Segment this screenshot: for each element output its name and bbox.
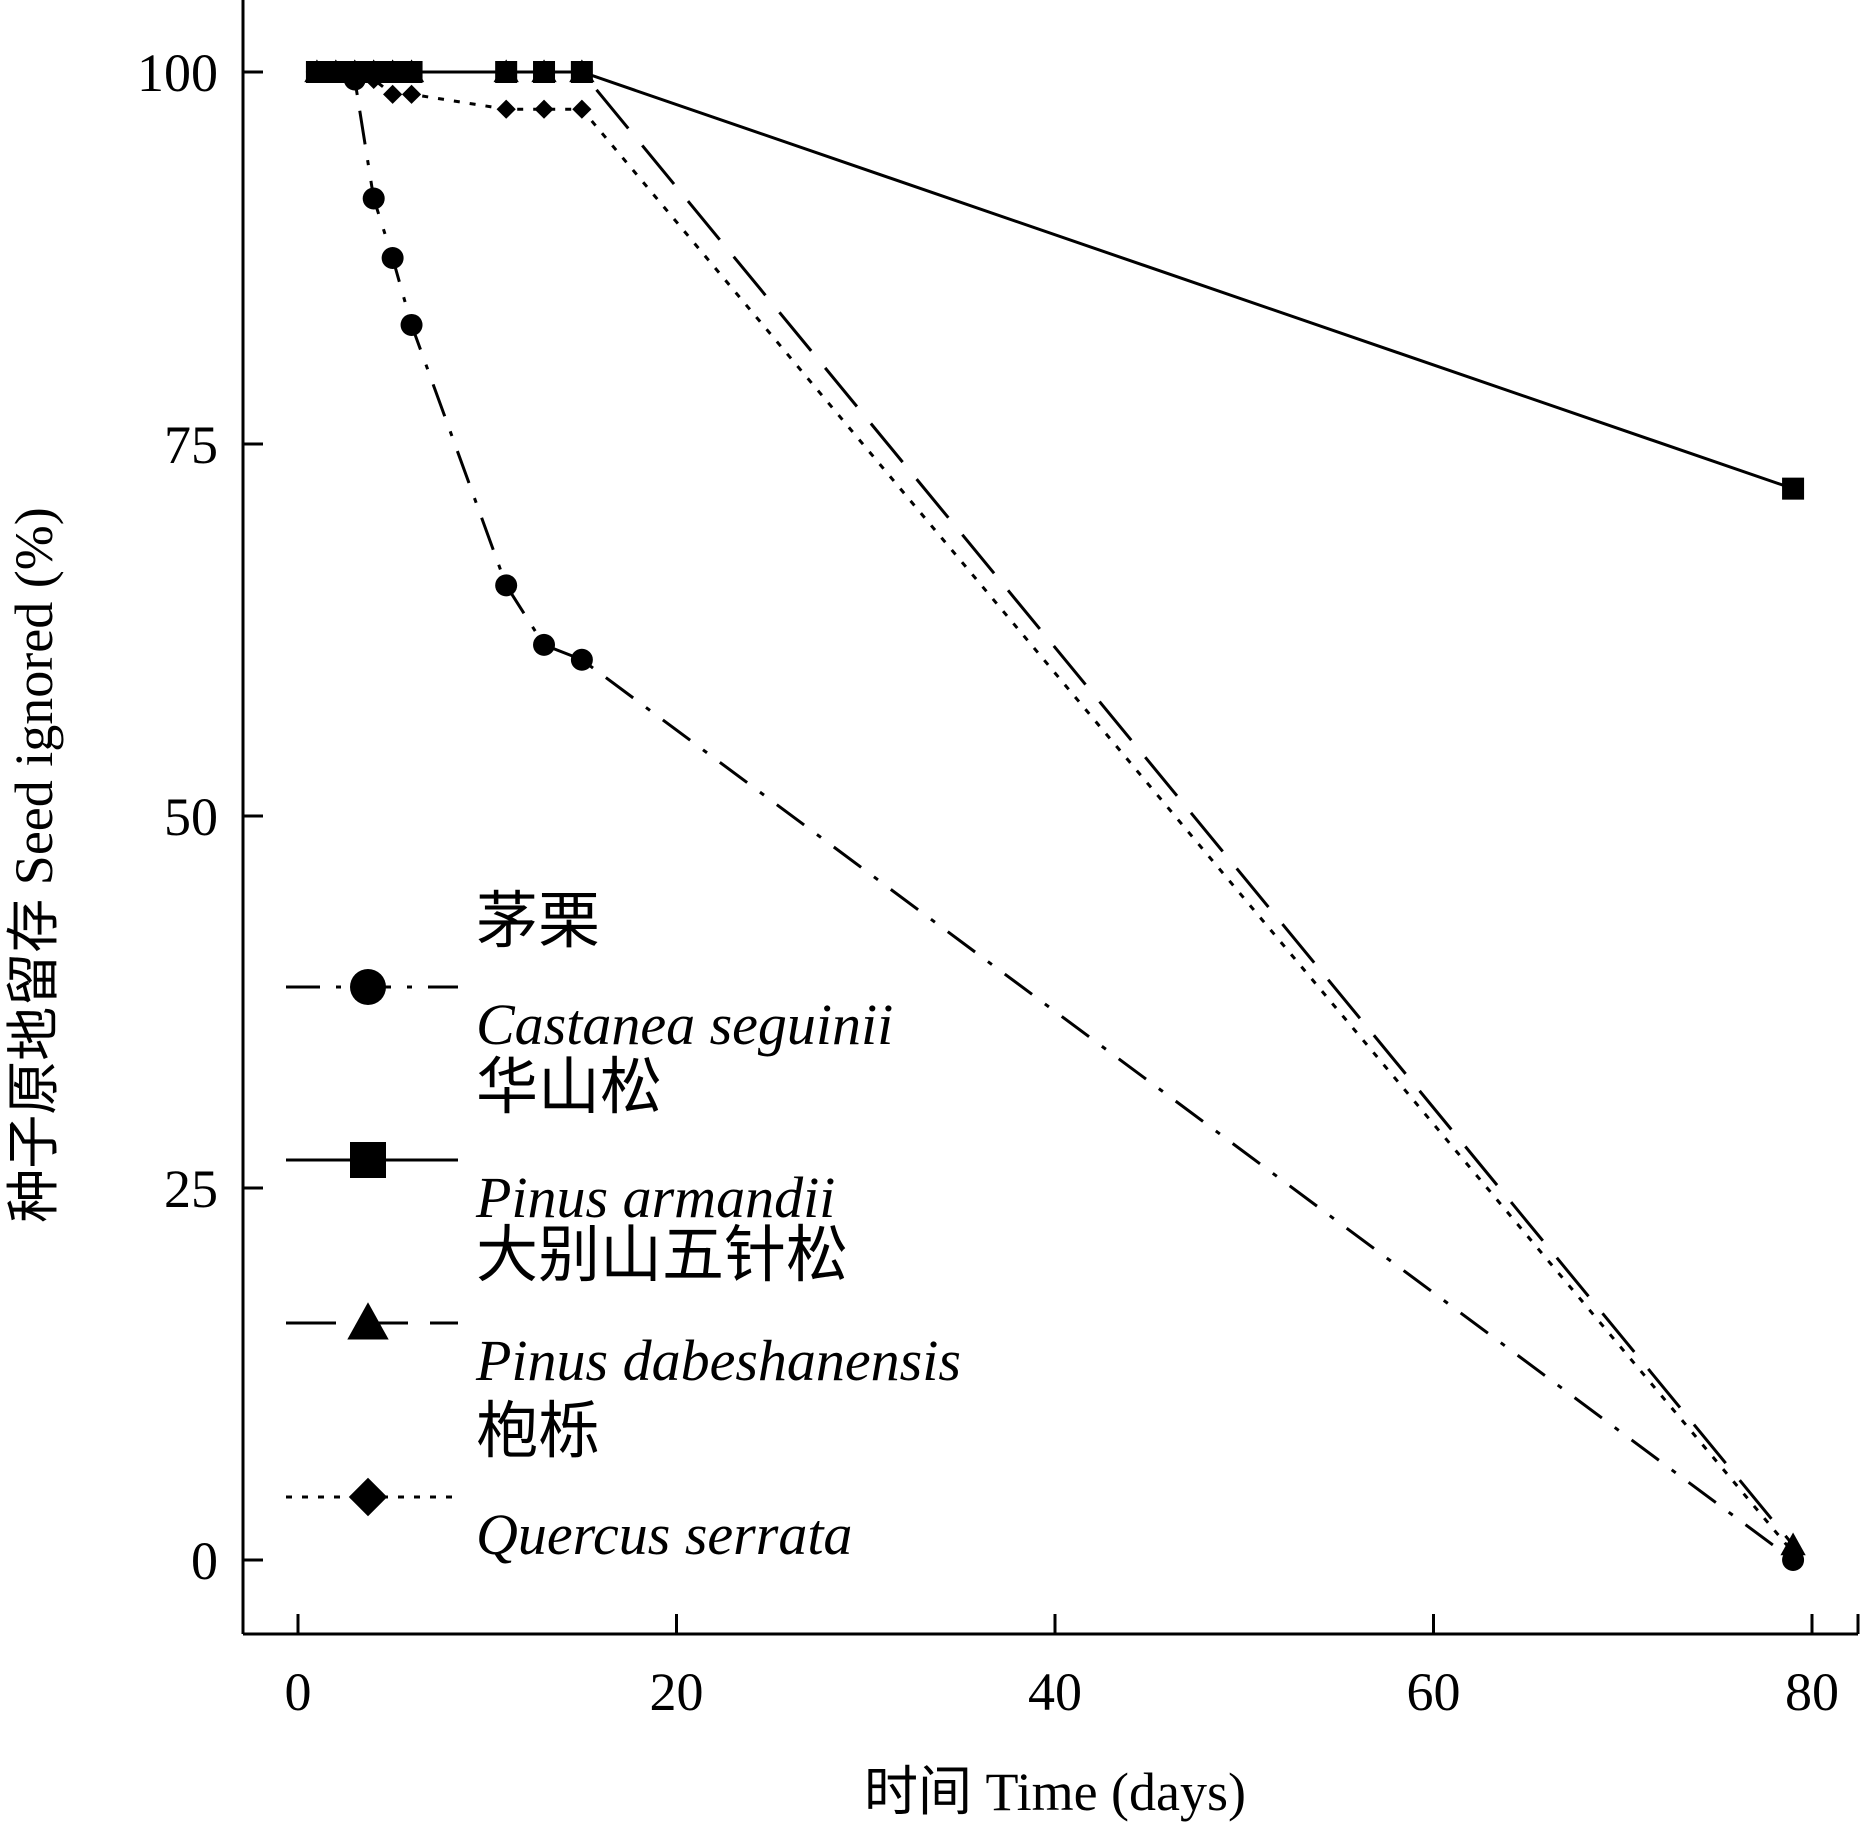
series-line-pinus_dabeshanensis: [316, 70, 1795, 1547]
x-tick-label: 40: [1028, 1662, 1082, 1722]
data-point-pinus_armandii: [381, 61, 404, 83]
legend-marker-castanea: [350, 969, 386, 1005]
data-point-castanea: [495, 574, 518, 597]
legend-marker-quercus: [348, 1477, 388, 1517]
legend-label-cn: 枹栎: [476, 1398, 600, 1466]
legend-label-cn: 华山松: [476, 1054, 662, 1122]
legend-label-cn: 大别山五针松: [476, 1222, 848, 1290]
legend-label-en: Quercus serrata: [476, 1502, 852, 1567]
y-tick-label: 50: [164, 787, 218, 847]
legend-label-cn: 茅栗: [476, 888, 600, 956]
series-layer: [304, 59, 1806, 1571]
y-tick-label: 25: [164, 1159, 218, 1219]
legend-marker-pinus_armandii: [350, 1142, 386, 1178]
legend-item-castanea: 茅栗 Castanea seguinii: [286, 888, 893, 1057]
x-tick-label: 20: [650, 1662, 704, 1722]
data-point-castanea: [381, 247, 404, 269]
data-point-castanea: [533, 633, 556, 656]
data-point-quercus: [534, 99, 554, 119]
data-point-castanea: [570, 648, 593, 671]
x-tick-label: 0: [285, 1662, 312, 1722]
y-axis-title: 种子原地留存 Seed ignored (%): [4, 507, 64, 1222]
data-point-pinus_dabeshanensis: [1780, 1532, 1806, 1556]
data-point-quercus: [401, 84, 422, 104]
axes: 0 20 40 60 80 0 25 50 75 100: [137, 0, 1860, 1722]
y-tick-label: 100: [137, 43, 218, 103]
x-tick-label: 80: [1785, 1662, 1839, 1722]
data-point-castanea: [1782, 1549, 1805, 1571]
data-point-castanea: [362, 187, 385, 210]
series-line-pinus_armandii: [316, 70, 1794, 491]
data-point-quercus: [572, 99, 592, 119]
x-tick-label: 60: [1407, 1662, 1461, 1722]
legend-item-pinus_dabeshanensis: 大别山五针松 Pinus dabeshanensis: [286, 1222, 961, 1393]
legend-item-pinus_armandii: 华山松 Pinus armandii: [286, 1054, 835, 1230]
data-point-pinus_armandii: [400, 61, 423, 83]
y-tick-label: 75: [164, 415, 218, 475]
data-point-pinus_armandii: [1782, 477, 1805, 500]
data-point-castanea: [305, 61, 328, 83]
data-point-castanea: [343, 68, 366, 91]
data-point-quercus: [383, 84, 403, 104]
data-point-pinus_armandii: [533, 61, 556, 83]
legend-label-en: Castanea seguinii: [476, 992, 893, 1057]
series-castanea: [305, 61, 1805, 1571]
data-point-pinus_armandii: [495, 61, 518, 83]
legend-label-en: Pinus dabeshanensis: [475, 1328, 961, 1393]
data-point-pinus_armandii: [570, 61, 593, 83]
data-point-castanea: [400, 313, 423, 336]
legend-marker-pinus_dabeshanensis: [347, 1302, 389, 1340]
series-pinus_armandii: [305, 61, 1805, 500]
data-point-quercus: [496, 99, 516, 119]
y-tick-label: 0: [191, 1531, 218, 1591]
legend-item-quercus: 枹栎 Quercus serrata: [286, 1398, 852, 1567]
data-point-castanea: [324, 61, 347, 83]
x-axis-title: 时间 Time (days): [864, 1762, 1246, 1822]
legend-label-en: Pinus armandii: [475, 1165, 835, 1230]
data-point-pinus_armandii: [362, 61, 385, 83]
